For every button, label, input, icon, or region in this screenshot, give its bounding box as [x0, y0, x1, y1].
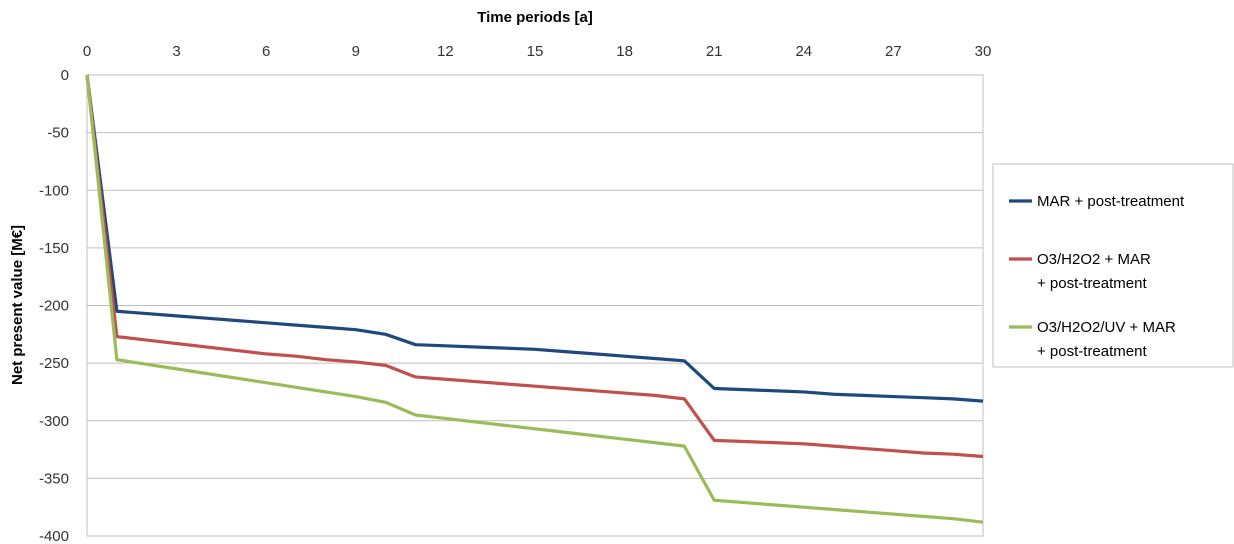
series-line: [85, 74, 984, 524]
y-tick-label: -200: [39, 298, 69, 315]
x-tick-label: 24: [795, 43, 812, 60]
x-tick-label: 30: [975, 43, 992, 60]
y-tick-label: -150: [39, 240, 69, 257]
x-tick-label: 3: [172, 43, 180, 60]
y-tick-label: -300: [39, 413, 69, 430]
legend-label: O3/H2O2 + MAR: [1037, 251, 1151, 268]
x-tick-label: 15: [527, 43, 544, 60]
y-tick-label: -50: [47, 125, 69, 142]
x-tick-label: 0: [83, 43, 91, 60]
series-lines: [85, 74, 984, 524]
y-tick-label: -250: [39, 355, 69, 372]
x-tick-label: 12: [437, 43, 454, 60]
y-axis-title: Net present value [M€]: [9, 225, 26, 385]
legend-label: MAR + post-treatment: [1037, 193, 1185, 210]
y-tick-label: -100: [39, 182, 69, 199]
y-tick-label: 0: [61, 67, 69, 84]
legend: MAR + post-treatment O3/H2O2 + MAR + post-…: [992, 163, 1234, 368]
x-tick-label: 27: [885, 43, 902, 60]
legend-items: MAR + post-treatment O3/H2O2 + MAR + post-…: [1009, 193, 1185, 360]
series-line: [85, 74, 984, 459]
x-tick-label: 21: [706, 43, 723, 60]
legend-label: + post-treatment: [1037, 343, 1147, 360]
legend-label: O3/H2O2/UV + MAR: [1037, 319, 1176, 336]
x-tick-label: 9: [352, 43, 360, 60]
gridlines: [87, 132, 983, 479]
x-tick-label: 18: [616, 43, 633, 60]
y-tick-labels: 0 -50 -100 -150 -200 -250 -300 -350 -400: [39, 67, 69, 544]
legend-label: + post-treatment: [1037, 275, 1147, 292]
series-line: [85, 74, 984, 403]
x-tick-labels: 0 3 6 9 12 15 18 21 24 27 30: [83, 43, 992, 60]
x-tick-label: 6: [262, 43, 270, 60]
x-axis-title: Time periods [a]: [477, 9, 593, 26]
y-tick-label: -400: [39, 528, 69, 544]
legend-box: [992, 163, 1234, 368]
y-tick-label: -350: [39, 470, 69, 487]
